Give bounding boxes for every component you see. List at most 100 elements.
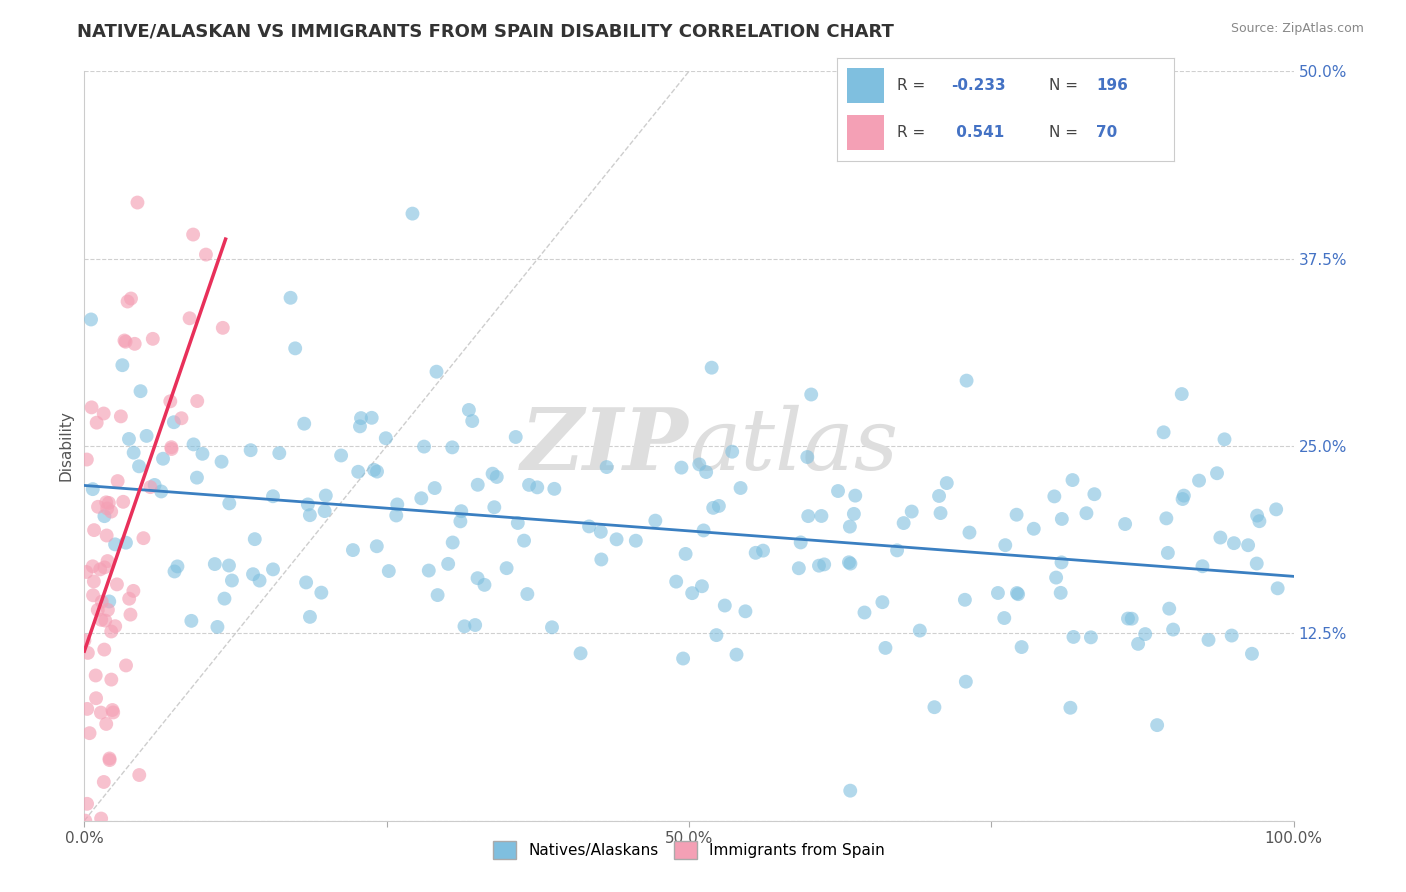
Point xyxy=(526,480,548,494)
Point xyxy=(1049,586,1071,600)
Point xyxy=(73,633,96,648)
Point xyxy=(111,358,134,372)
Point xyxy=(1146,718,1168,732)
Point xyxy=(800,387,823,401)
Point xyxy=(900,505,922,519)
Point xyxy=(280,291,302,305)
Point xyxy=(96,554,118,568)
Point xyxy=(437,557,460,571)
Point xyxy=(97,496,120,510)
Point xyxy=(207,620,229,634)
Point xyxy=(292,417,315,431)
FancyBboxPatch shape xyxy=(846,69,884,103)
Point xyxy=(827,483,849,498)
Point xyxy=(194,247,217,261)
Point xyxy=(838,555,860,569)
Point xyxy=(450,504,472,518)
Point xyxy=(1116,611,1139,625)
Point xyxy=(839,783,862,797)
Point xyxy=(75,814,97,828)
Point xyxy=(101,703,124,717)
Point xyxy=(838,519,860,533)
Point xyxy=(103,706,125,720)
Point xyxy=(179,311,201,326)
Point xyxy=(98,594,121,608)
Point xyxy=(262,489,284,503)
Text: N =: N = xyxy=(1049,78,1083,93)
Point xyxy=(128,459,150,474)
Point xyxy=(1005,508,1028,522)
Point xyxy=(115,658,138,673)
Point xyxy=(959,525,981,540)
Point xyxy=(97,603,120,617)
Point xyxy=(166,559,188,574)
Point xyxy=(96,495,118,509)
Point xyxy=(425,365,447,379)
Point xyxy=(218,558,240,573)
Point xyxy=(159,394,181,409)
Point xyxy=(298,508,321,523)
Point xyxy=(90,613,112,627)
Point xyxy=(349,419,371,434)
Text: 196: 196 xyxy=(1097,78,1128,93)
Point xyxy=(700,360,723,375)
Point xyxy=(844,489,866,503)
Point xyxy=(93,775,115,789)
Point xyxy=(506,516,529,530)
Point xyxy=(1161,623,1184,637)
Point xyxy=(875,640,897,655)
Text: -0.233: -0.233 xyxy=(952,78,1005,93)
Point xyxy=(1213,433,1236,447)
Point xyxy=(461,414,484,428)
Point xyxy=(170,411,193,425)
Point xyxy=(485,470,508,484)
Point xyxy=(671,460,693,475)
Point xyxy=(82,588,104,602)
Point xyxy=(132,531,155,545)
Point xyxy=(110,409,132,424)
Point xyxy=(707,499,730,513)
Point xyxy=(1171,387,1194,401)
Text: NATIVE/ALASKAN VS IMMIGRANTS FROM SPAIN DISABILITY CORRELATION CHART: NATIVE/ALASKAN VS IMMIGRANTS FROM SPAIN … xyxy=(77,22,894,40)
Point xyxy=(807,558,830,573)
Point xyxy=(120,607,142,622)
Point xyxy=(122,583,145,598)
Point xyxy=(423,481,446,495)
Point xyxy=(935,476,957,491)
Point xyxy=(80,401,103,415)
Point xyxy=(413,440,436,454)
Point xyxy=(1220,628,1243,642)
Point xyxy=(96,528,118,542)
Point xyxy=(211,321,233,335)
FancyBboxPatch shape xyxy=(846,115,884,150)
Point xyxy=(1223,536,1246,550)
Point xyxy=(1153,425,1175,440)
Point xyxy=(644,514,666,528)
Point xyxy=(1005,586,1028,600)
Point xyxy=(1114,516,1136,531)
Point xyxy=(908,624,931,638)
Point xyxy=(82,482,104,496)
Point xyxy=(143,478,166,492)
Text: R =: R = xyxy=(897,78,931,93)
Point xyxy=(86,416,108,430)
Point xyxy=(481,467,503,481)
Point xyxy=(1249,514,1271,528)
Point xyxy=(681,586,703,600)
Point xyxy=(163,415,186,429)
Point xyxy=(214,591,236,606)
Point xyxy=(1062,473,1084,487)
Point xyxy=(464,618,486,632)
Point xyxy=(129,384,152,399)
Point xyxy=(569,646,592,660)
Point xyxy=(314,504,336,518)
Point xyxy=(702,500,724,515)
Point xyxy=(135,429,157,443)
Point xyxy=(239,443,262,458)
Point xyxy=(118,591,141,606)
Point xyxy=(186,470,208,484)
Point xyxy=(789,535,811,549)
Point xyxy=(993,611,1015,625)
Point xyxy=(1050,512,1073,526)
Point xyxy=(893,516,915,530)
